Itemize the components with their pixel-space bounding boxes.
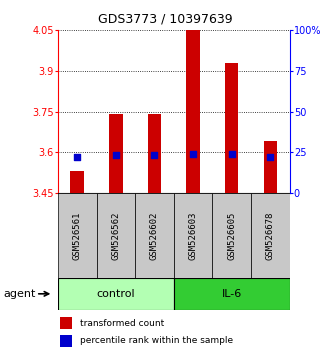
Text: IL-6: IL-6 xyxy=(221,289,242,299)
Bar xyxy=(60,335,72,347)
Text: GSM526561: GSM526561 xyxy=(73,211,82,259)
Bar xyxy=(174,278,290,310)
Text: percentile rank within the sample: percentile rank within the sample xyxy=(80,336,233,345)
Point xyxy=(229,151,234,157)
Bar xyxy=(251,193,290,278)
Bar xyxy=(186,30,200,193)
Text: GSM526602: GSM526602 xyxy=(150,211,159,259)
Text: GDS3773 / 10397639: GDS3773 / 10397639 xyxy=(98,12,233,25)
Point xyxy=(190,151,196,157)
Bar xyxy=(225,63,238,193)
Point xyxy=(152,153,157,158)
Bar xyxy=(148,114,161,193)
Bar xyxy=(58,193,97,278)
Bar xyxy=(135,193,174,278)
Bar xyxy=(213,193,251,278)
Text: GSM526603: GSM526603 xyxy=(189,211,198,259)
Bar xyxy=(60,317,72,329)
Text: GSM526678: GSM526678 xyxy=(266,211,275,259)
Point xyxy=(74,154,80,160)
Point xyxy=(113,153,118,158)
Text: GSM526605: GSM526605 xyxy=(227,211,236,259)
Bar xyxy=(174,193,213,278)
Point xyxy=(268,154,273,160)
Text: transformed count: transformed count xyxy=(80,319,164,328)
Text: agent: agent xyxy=(3,289,36,299)
Text: control: control xyxy=(97,289,135,299)
Bar xyxy=(58,278,174,310)
Text: GSM526562: GSM526562 xyxy=(111,211,120,259)
Bar xyxy=(263,141,277,193)
Bar xyxy=(71,171,84,193)
Bar xyxy=(97,193,135,278)
Bar xyxy=(109,114,122,193)
